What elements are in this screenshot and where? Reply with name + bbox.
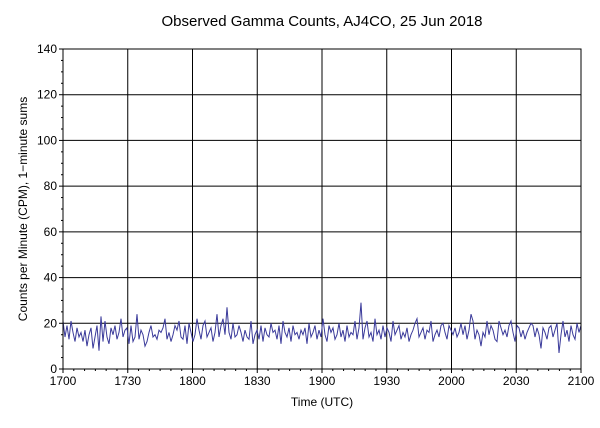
y-axis-label: Counts per Minute (CPM), 1−minute sums xyxy=(16,97,30,321)
y-tick-label: 140 xyxy=(37,42,57,56)
x-tick-label: 2100 xyxy=(568,374,595,388)
x-tick-label: 1800 xyxy=(179,374,206,388)
y-tick-label: 20 xyxy=(44,316,58,330)
x-tick-label: 1700 xyxy=(50,374,77,388)
grid-lines xyxy=(63,49,581,369)
x-axis-label: Time (UTC) xyxy=(291,395,353,409)
plot-area-border xyxy=(62,48,582,370)
y-tick-label: 40 xyxy=(44,271,58,285)
y-tick-label: 120 xyxy=(37,88,57,102)
x-tick-label: 1930 xyxy=(373,374,400,388)
chart-title: Observed Gamma Counts, AJ4CO, 25 Jun 201… xyxy=(162,13,483,30)
x-tick-label: 1900 xyxy=(309,374,336,388)
y-tick-label: 80 xyxy=(44,179,58,193)
x-axis-ticks: 1700 1730 1800 1830 1900 1930 2000 2030 2100 xyxy=(50,369,595,388)
y-axis-ticks: 0 20 40 60 80 100 120 140 xyxy=(37,42,63,376)
x-tick-label: 2000 xyxy=(438,374,465,388)
x-tick-label: 2030 xyxy=(503,374,530,388)
gamma-count-series-line xyxy=(62,302,582,354)
y-tick-label: 0 xyxy=(50,362,57,376)
x-tick-label: 1730 xyxy=(114,374,141,388)
x-tick-label: 1830 xyxy=(244,374,271,388)
y-tick-label: 60 xyxy=(44,225,58,239)
y-tick-label: 100 xyxy=(37,133,57,147)
